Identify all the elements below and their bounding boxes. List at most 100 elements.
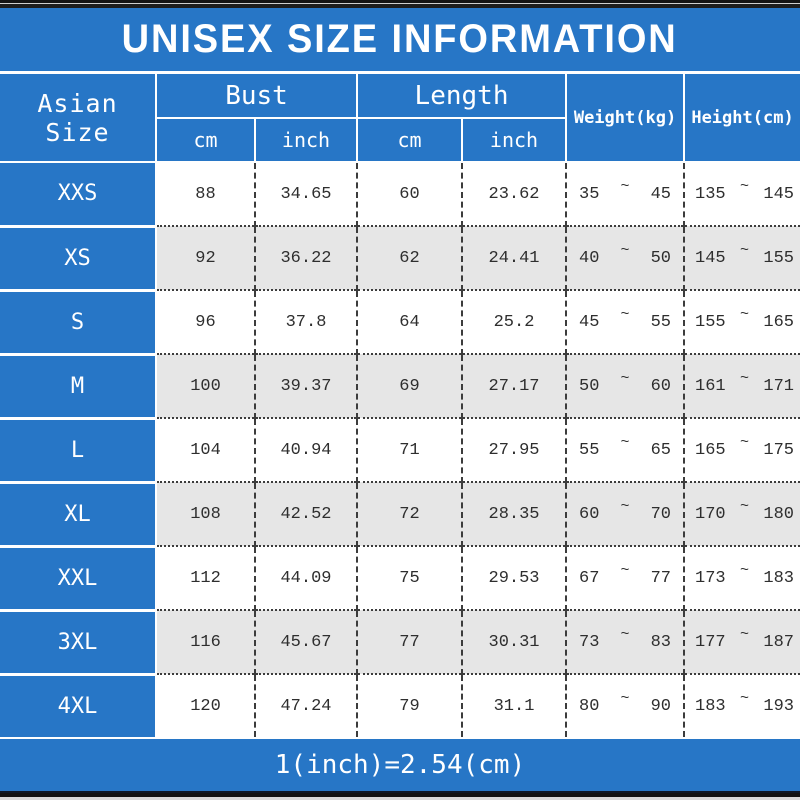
weight-max: 83 [650, 632, 671, 652]
height-min: 183 [695, 696, 726, 716]
length-inch-cell: 27.17 [460, 353, 567, 418]
height-max: 171 [763, 376, 794, 396]
tilde-glyph: ~ [620, 561, 630, 579]
weight-cell: 73 ~83 [565, 609, 685, 674]
length-inch-cell: 31.1 [460, 673, 567, 737]
size-cell: XL [0, 480, 157, 546]
size-cell: XS [0, 224, 157, 290]
length-cm-cell: 75 [356, 545, 462, 610]
table-row: XXS 88 34.65 60 23.62 35 ~45 135 ~145 [0, 162, 800, 226]
bust-cm-cell: 120 [156, 673, 255, 737]
weight-max: 45 [650, 184, 671, 204]
height-cell: 165 ~175 [683, 417, 800, 482]
tilde-glyph: ~ [740, 241, 750, 259]
height-max: 180 [763, 504, 794, 524]
header-height: Height(cm) [683, 74, 800, 163]
weight-min: 50 [579, 376, 600, 396]
table-row: M 100 39.37 69 27.17 50 ~60 161 ~171 [0, 352, 800, 418]
tilde-glyph: ~ [740, 497, 750, 515]
size-cell: XXL [0, 544, 157, 610]
weight-min: 73 [579, 632, 600, 652]
weight-cell: 35 ~45 [565, 162, 685, 226]
weight-min: 67 [579, 568, 600, 588]
weight-max: 65 [650, 440, 671, 460]
weight-cell: 55 ~65 [565, 417, 685, 482]
length-cm-cell: 71 [356, 417, 462, 482]
height-min: 165 [695, 440, 726, 460]
weight-cell: 45 ~55 [565, 289, 685, 354]
table-row: XL 108 42.52 72 28.35 60 ~70 170 ~180 [0, 480, 800, 546]
size-cell: S [0, 288, 157, 354]
size-cell: 3XL [0, 608, 157, 674]
header-length-cm: cm [356, 117, 462, 163]
bust-inch-cell: 42.52 [254, 481, 357, 546]
size-cell: 4XL [0, 672, 157, 737]
length-cm-cell: 72 [356, 481, 462, 546]
weight-cell: 80 ~90 [565, 673, 685, 737]
size-cell: L [0, 416, 157, 482]
page-title: UNISEX SIZE INFORMATION [121, 17, 679, 61]
conversion-note: 1(inch)=2.54(cm) [274, 750, 526, 780]
tilde-glyph: ~ [620, 241, 630, 259]
bust-cm-cell: 112 [156, 545, 255, 610]
bust-inch-cell: 44.09 [254, 545, 357, 610]
title-bar: UNISEX SIZE INFORMATION [0, 8, 800, 74]
size-table: Asian Size Bust Length Weight(kg) Height… [0, 74, 800, 737]
weight-max: 90 [650, 696, 671, 716]
table-header: Asian Size Bust Length Weight(kg) Height… [0, 74, 800, 163]
length-cm-cell: 69 [356, 353, 462, 418]
weight-min: 45 [579, 312, 600, 332]
bust-inch-cell: 36.22 [254, 225, 357, 290]
weight-min: 40 [579, 248, 600, 268]
weight-max: 50 [650, 248, 671, 268]
length-inch-cell: 28.35 [460, 481, 567, 546]
bust-cm-cell: 100 [156, 353, 255, 418]
length-inch-cell: 30.31 [460, 609, 567, 674]
height-min: 155 [695, 312, 726, 332]
header-asian-size: Asian Size [0, 74, 156, 163]
table-row: L 104 40.94 71 27.95 55 ~65 165 ~175 [0, 416, 800, 482]
size-cell: M [0, 352, 157, 418]
length-cm-cell: 64 [356, 289, 462, 354]
table-row: XS 92 36.22 62 24.41 40 ~50 145 ~155 [0, 224, 800, 290]
length-inch-cell: 27.95 [460, 417, 567, 482]
bust-cm-cell: 116 [156, 609, 255, 674]
bust-cm-cell: 108 [156, 481, 255, 546]
height-max: 165 [763, 312, 794, 332]
tilde-glyph: ~ [620, 369, 630, 387]
tilde-glyph: ~ [620, 177, 630, 195]
height-min: 145 [695, 248, 726, 268]
height-cell: 155 ~165 [683, 289, 800, 354]
tilde-glyph: ~ [740, 369, 750, 387]
height-max: 145 [763, 184, 794, 204]
height-cell: 145 ~155 [683, 225, 800, 290]
header-length: Length [355, 74, 567, 119]
weight-max: 77 [650, 568, 671, 588]
height-cell: 173 ~183 [683, 545, 800, 610]
tilde-glyph: ~ [740, 561, 750, 579]
height-cell: 161 ~171 [683, 353, 800, 418]
length-inch-cell: 29.53 [460, 545, 567, 610]
height-min: 161 [695, 376, 726, 396]
bust-cm-cell: 104 [156, 417, 255, 482]
height-min: 177 [695, 632, 726, 652]
bust-cm-cell: 96 [156, 289, 255, 354]
bust-cm-cell: 92 [156, 225, 255, 290]
height-max: 155 [763, 248, 794, 268]
table-row: XXL 112 44.09 75 29.53 67 ~77 173 ~183 [0, 544, 800, 610]
table-row: 4XL 120 47.24 79 31.1 80 ~90 183 ~193 [0, 672, 800, 737]
header-weight: Weight(kg) [565, 74, 685, 163]
table-row: S 96 37.8 64 25.2 45 ~55 155 ~165 [0, 288, 800, 354]
weight-cell: 60 ~70 [565, 481, 685, 546]
tilde-glyph: ~ [620, 497, 630, 515]
weight-min: 55 [579, 440, 600, 460]
header-length-inch: inch [460, 117, 567, 163]
header-bust-inch: inch [254, 117, 357, 163]
header-bust-cm: cm [155, 117, 255, 163]
height-max: 183 [763, 568, 794, 588]
length-cm-cell: 77 [356, 609, 462, 674]
tilde-glyph: ~ [740, 305, 750, 323]
tilde-glyph: ~ [620, 433, 630, 451]
height-cell: 183 ~193 [683, 673, 800, 737]
